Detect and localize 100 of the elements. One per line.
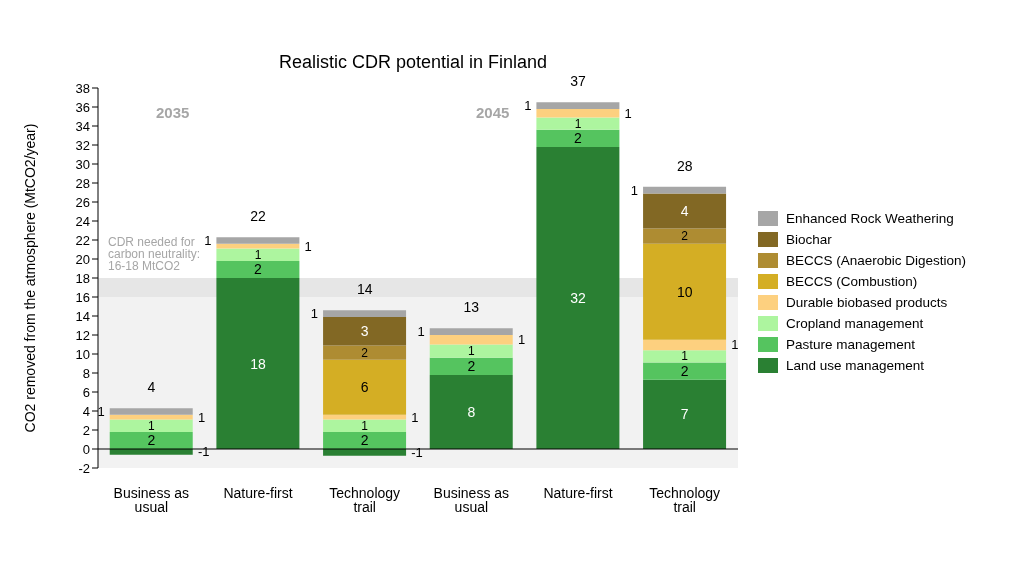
bar bbox=[643, 193, 727, 229]
y-tick-label: 28 bbox=[75, 175, 90, 191]
x-tick-label: Nature-first bbox=[223, 484, 293, 501]
bar bbox=[643, 186, 727, 194]
y-tick-label: 4 bbox=[82, 403, 90, 419]
y-tick-label: 38 bbox=[75, 80, 90, 96]
y-tick-label: 2 bbox=[82, 422, 90, 438]
data-label: 7 bbox=[680, 406, 689, 423]
legend-label: Durable biobased products bbox=[786, 295, 948, 310]
chart-title: Realistic CDR potential in Finland bbox=[277, 52, 549, 73]
bar bbox=[109, 414, 193, 420]
total-label: 14 bbox=[356, 281, 373, 298]
data-label: 2 bbox=[680, 363, 689, 380]
data-label: 1 bbox=[524, 98, 532, 114]
legend-label: Land use management bbox=[786, 358, 925, 373]
data-label: 1 bbox=[467, 344, 475, 359]
bar bbox=[643, 350, 727, 363]
bar bbox=[429, 335, 513, 345]
legend-label: Cropland management bbox=[786, 316, 924, 331]
bar bbox=[429, 374, 513, 449]
bar bbox=[323, 431, 407, 449]
total-label: 4 bbox=[147, 379, 156, 396]
data-label: 1 bbox=[361, 418, 369, 433]
data-label: -1 bbox=[411, 444, 423, 460]
bar bbox=[109, 431, 193, 449]
data-label: 2 bbox=[681, 229, 689, 244]
bar bbox=[216, 248, 300, 261]
data-label: 1 bbox=[97, 403, 105, 419]
legend-label: Enhanced Rock Weathering bbox=[786, 211, 954, 226]
y-tick-label: 0 bbox=[82, 441, 90, 457]
bar bbox=[216, 260, 300, 278]
bar bbox=[643, 362, 727, 380]
y-tick-label: 8 bbox=[82, 365, 90, 381]
y-tick-label: 18 bbox=[75, 270, 90, 286]
data-label: 1 bbox=[630, 182, 639, 198]
bar bbox=[323, 316, 407, 346]
data-label: 2 bbox=[574, 130, 583, 147]
bar bbox=[109, 408, 193, 415]
bar bbox=[536, 117, 620, 130]
data-label: 2 bbox=[467, 358, 476, 375]
data-label: 2 bbox=[360, 432, 369, 449]
y-tick-label: 10 bbox=[75, 346, 90, 362]
data-label: 2 bbox=[254, 261, 263, 278]
data-label: 2 bbox=[147, 432, 156, 449]
band-label: CDR needed for carbon neutrality: 16-18 MtCO2 bbox=[108, 235, 201, 273]
legend-label: Biochar bbox=[786, 232, 832, 247]
bar bbox=[323, 310, 407, 317]
total-label: 22 bbox=[250, 208, 266, 225]
bar bbox=[643, 339, 727, 351]
bar bbox=[429, 357, 513, 375]
data-label: 1 bbox=[681, 349, 689, 364]
y-tick-label: 6 bbox=[82, 384, 90, 400]
bar bbox=[429, 328, 513, 335]
data-label: 4 bbox=[680, 203, 689, 220]
y-tick-label: 24 bbox=[75, 213, 90, 229]
data-label: 6 bbox=[360, 379, 369, 396]
legend-label: BECCS (Combustion) bbox=[786, 274, 918, 289]
y-tick-label: 14 bbox=[75, 308, 90, 324]
y-tick-label: 36 bbox=[75, 99, 90, 115]
bar bbox=[643, 228, 727, 244]
y-tick-label: 16 bbox=[75, 289, 90, 305]
data-label: 1 bbox=[731, 337, 739, 353]
y-tick-label: 30 bbox=[75, 156, 90, 172]
bar bbox=[323, 345, 407, 360]
data-label: 1 bbox=[204, 232, 212, 248]
bar bbox=[536, 102, 620, 109]
annotation: 2045 bbox=[475, 104, 510, 121]
y-tick-label: 32 bbox=[75, 137, 90, 153]
data-label: -1 bbox=[197, 444, 210, 460]
bar bbox=[643, 243, 727, 340]
x-tick-label: Technology trail bbox=[649, 484, 721, 515]
y-tick-label: 12 bbox=[75, 327, 90, 343]
y-tick-label: 20 bbox=[75, 251, 90, 267]
data-label: 1 bbox=[197, 409, 206, 425]
bar bbox=[536, 129, 620, 147]
data-label: 3 bbox=[360, 323, 369, 340]
legend-label: BECCS (Anaerobic Digestion) bbox=[786, 253, 967, 268]
bar bbox=[323, 414, 407, 420]
x-tick-label: Technology trail bbox=[329, 484, 401, 515]
bar bbox=[643, 379, 727, 449]
y-tick-label: 34 bbox=[75, 118, 90, 134]
bar bbox=[536, 146, 620, 449]
bar bbox=[323, 419, 407, 432]
total-label: 28 bbox=[676, 157, 693, 174]
annotation: 2035 bbox=[155, 104, 190, 121]
total-label: 37 bbox=[570, 73, 586, 90]
data-label: 1 bbox=[411, 409, 419, 425]
x-tick-label: Business as usual bbox=[433, 484, 510, 515]
data-label: 1 bbox=[417, 324, 425, 340]
data-label: 8 bbox=[467, 403, 476, 420]
bar bbox=[216, 278, 300, 449]
data-label: 10 bbox=[676, 283, 693, 300]
bar bbox=[216, 243, 300, 249]
data-label: 1 bbox=[147, 418, 155, 433]
y-axis-title: CO2 removed from the atmosphere (MtCO2/year) bbox=[21, 123, 38, 433]
bar bbox=[216, 237, 300, 244]
y-tick-label: 26 bbox=[75, 194, 90, 210]
data-label: 18 bbox=[250, 355, 266, 372]
x-tick-label: Business as usual bbox=[113, 484, 190, 515]
legend-label: Pasture management bbox=[786, 337, 916, 352]
